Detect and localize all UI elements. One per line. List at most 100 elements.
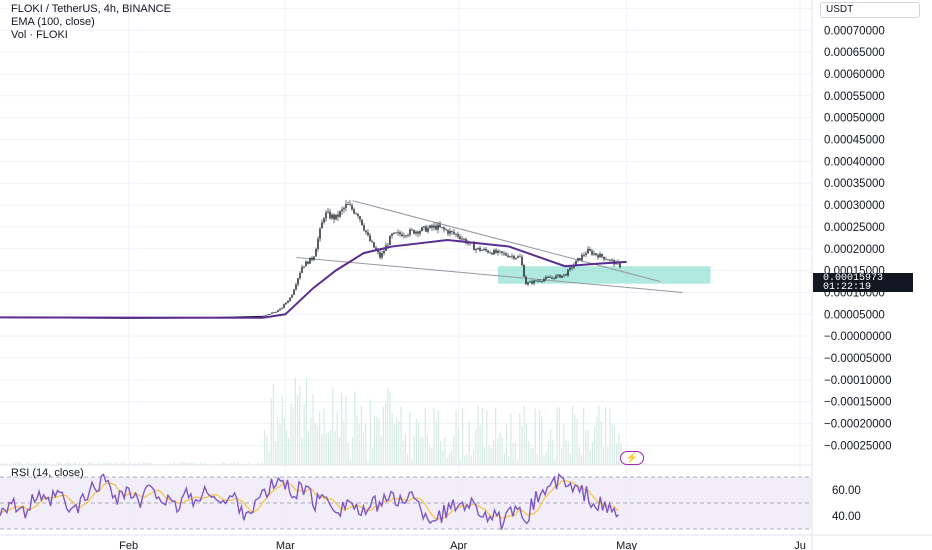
symbol-label[interactable]: FLOKI / TetherUS, 4h, BINANCE (11, 3, 171, 15)
volume-bar (363, 432, 365, 465)
price-tick-label: 0.00025000 (824, 222, 885, 234)
volume-bar (116, 462, 118, 465)
candle-body (351, 205, 353, 210)
candle-body (445, 229, 447, 231)
price-tick-label: 0.00060000 (824, 69, 885, 81)
candle-body (479, 247, 481, 251)
volume-bar (349, 460, 351, 465)
volume-bar (110, 463, 112, 465)
volume-bar (44, 462, 46, 465)
candle-body (263, 315, 265, 317)
volume-bar (453, 435, 455, 465)
candle-body (557, 274, 559, 276)
time-tick-label: Mar (276, 540, 295, 550)
volume-bar (70, 463, 72, 465)
volume-bar (143, 462, 145, 465)
candle-body (433, 225, 435, 228)
candle-body (347, 204, 349, 205)
candle-body (273, 312, 275, 313)
candle-body (455, 233, 457, 235)
candle-body (411, 229, 413, 231)
candle-body (519, 256, 521, 258)
candle-body (485, 249, 487, 251)
candle-body (379, 252, 381, 258)
volume-bar (587, 429, 589, 465)
volume-bar (248, 462, 250, 465)
volume-bar (46, 463, 48, 465)
volume-bar (497, 438, 499, 465)
candle-body (473, 243, 475, 251)
volume-bar (424, 407, 426, 465)
candle-body (335, 214, 337, 220)
candle-body (415, 231, 417, 234)
candle-body (553, 277, 555, 279)
volume-bar (33, 463, 35, 465)
price-tick-label: −0.00000000 (824, 331, 891, 343)
volume-bar (336, 411, 338, 465)
candle-body (337, 214, 339, 217)
candle-body (523, 265, 525, 277)
candle-body (481, 250, 483, 251)
volume-bar (294, 377, 296, 465)
volume-bar (468, 421, 470, 465)
ema-legend-label[interactable]: EMA (100, close) (11, 16, 95, 28)
volume-bar (407, 454, 409, 465)
candle-body (563, 274, 565, 276)
volume-bar (385, 403, 387, 465)
volume-bar (387, 388, 389, 465)
candle-body (575, 260, 577, 265)
candle-body (441, 227, 443, 228)
volume-bar (59, 462, 61, 465)
candle-body (437, 224, 439, 230)
volume-bar (257, 462, 259, 465)
volume-bar (492, 439, 494, 465)
candle-body (549, 277, 551, 279)
volume-bar (297, 395, 299, 465)
candle-body (387, 244, 389, 246)
volume-bar (470, 455, 472, 465)
candle-body (267, 314, 269, 316)
volume-bar (486, 410, 488, 465)
volume-bar (182, 462, 184, 465)
volume-bar (323, 408, 325, 465)
candle-body (365, 230, 367, 233)
volume-legend-label[interactable]: Vol · FLOKI (11, 29, 68, 41)
candle-body (559, 274, 561, 278)
candle-body (355, 213, 357, 215)
currency-selector[interactable]: USDT (820, 2, 920, 18)
candle-body (487, 250, 489, 253)
candle-body (323, 218, 325, 223)
volume-bar (464, 455, 466, 465)
candle-body (443, 227, 445, 230)
volume-bar (310, 417, 312, 465)
support-zone (497, 266, 711, 284)
volume-bar (85, 463, 87, 465)
volume-bar (611, 423, 613, 465)
volume-bar (488, 445, 490, 465)
volume-bar (264, 430, 266, 465)
volume-bar (83, 463, 85, 465)
candle-body (577, 258, 579, 261)
price-tick-label: −0.00020000 (824, 419, 891, 431)
volume-bar (103, 462, 105, 465)
candle-body (399, 232, 401, 235)
volume-bar (305, 377, 307, 465)
candle-body (317, 238, 319, 250)
candle-body (431, 225, 433, 228)
lightning-icon[interactable]: ⚡ (620, 451, 644, 465)
candle-body (515, 257, 517, 259)
candle-body (435, 225, 437, 230)
volume-bar (574, 414, 576, 465)
volume-bar (446, 457, 448, 465)
volume-bar (268, 452, 270, 465)
volume-bar (303, 404, 305, 465)
rsi-legend-label[interactable]: RSI (14, close) (11, 467, 84, 479)
volume-bar (169, 463, 171, 465)
candle-body (377, 249, 379, 253)
volume-bar (455, 410, 457, 465)
volume-bar (272, 384, 274, 465)
volume-bar (444, 437, 446, 465)
volume-bar (63, 463, 65, 465)
candle-body (389, 235, 391, 245)
